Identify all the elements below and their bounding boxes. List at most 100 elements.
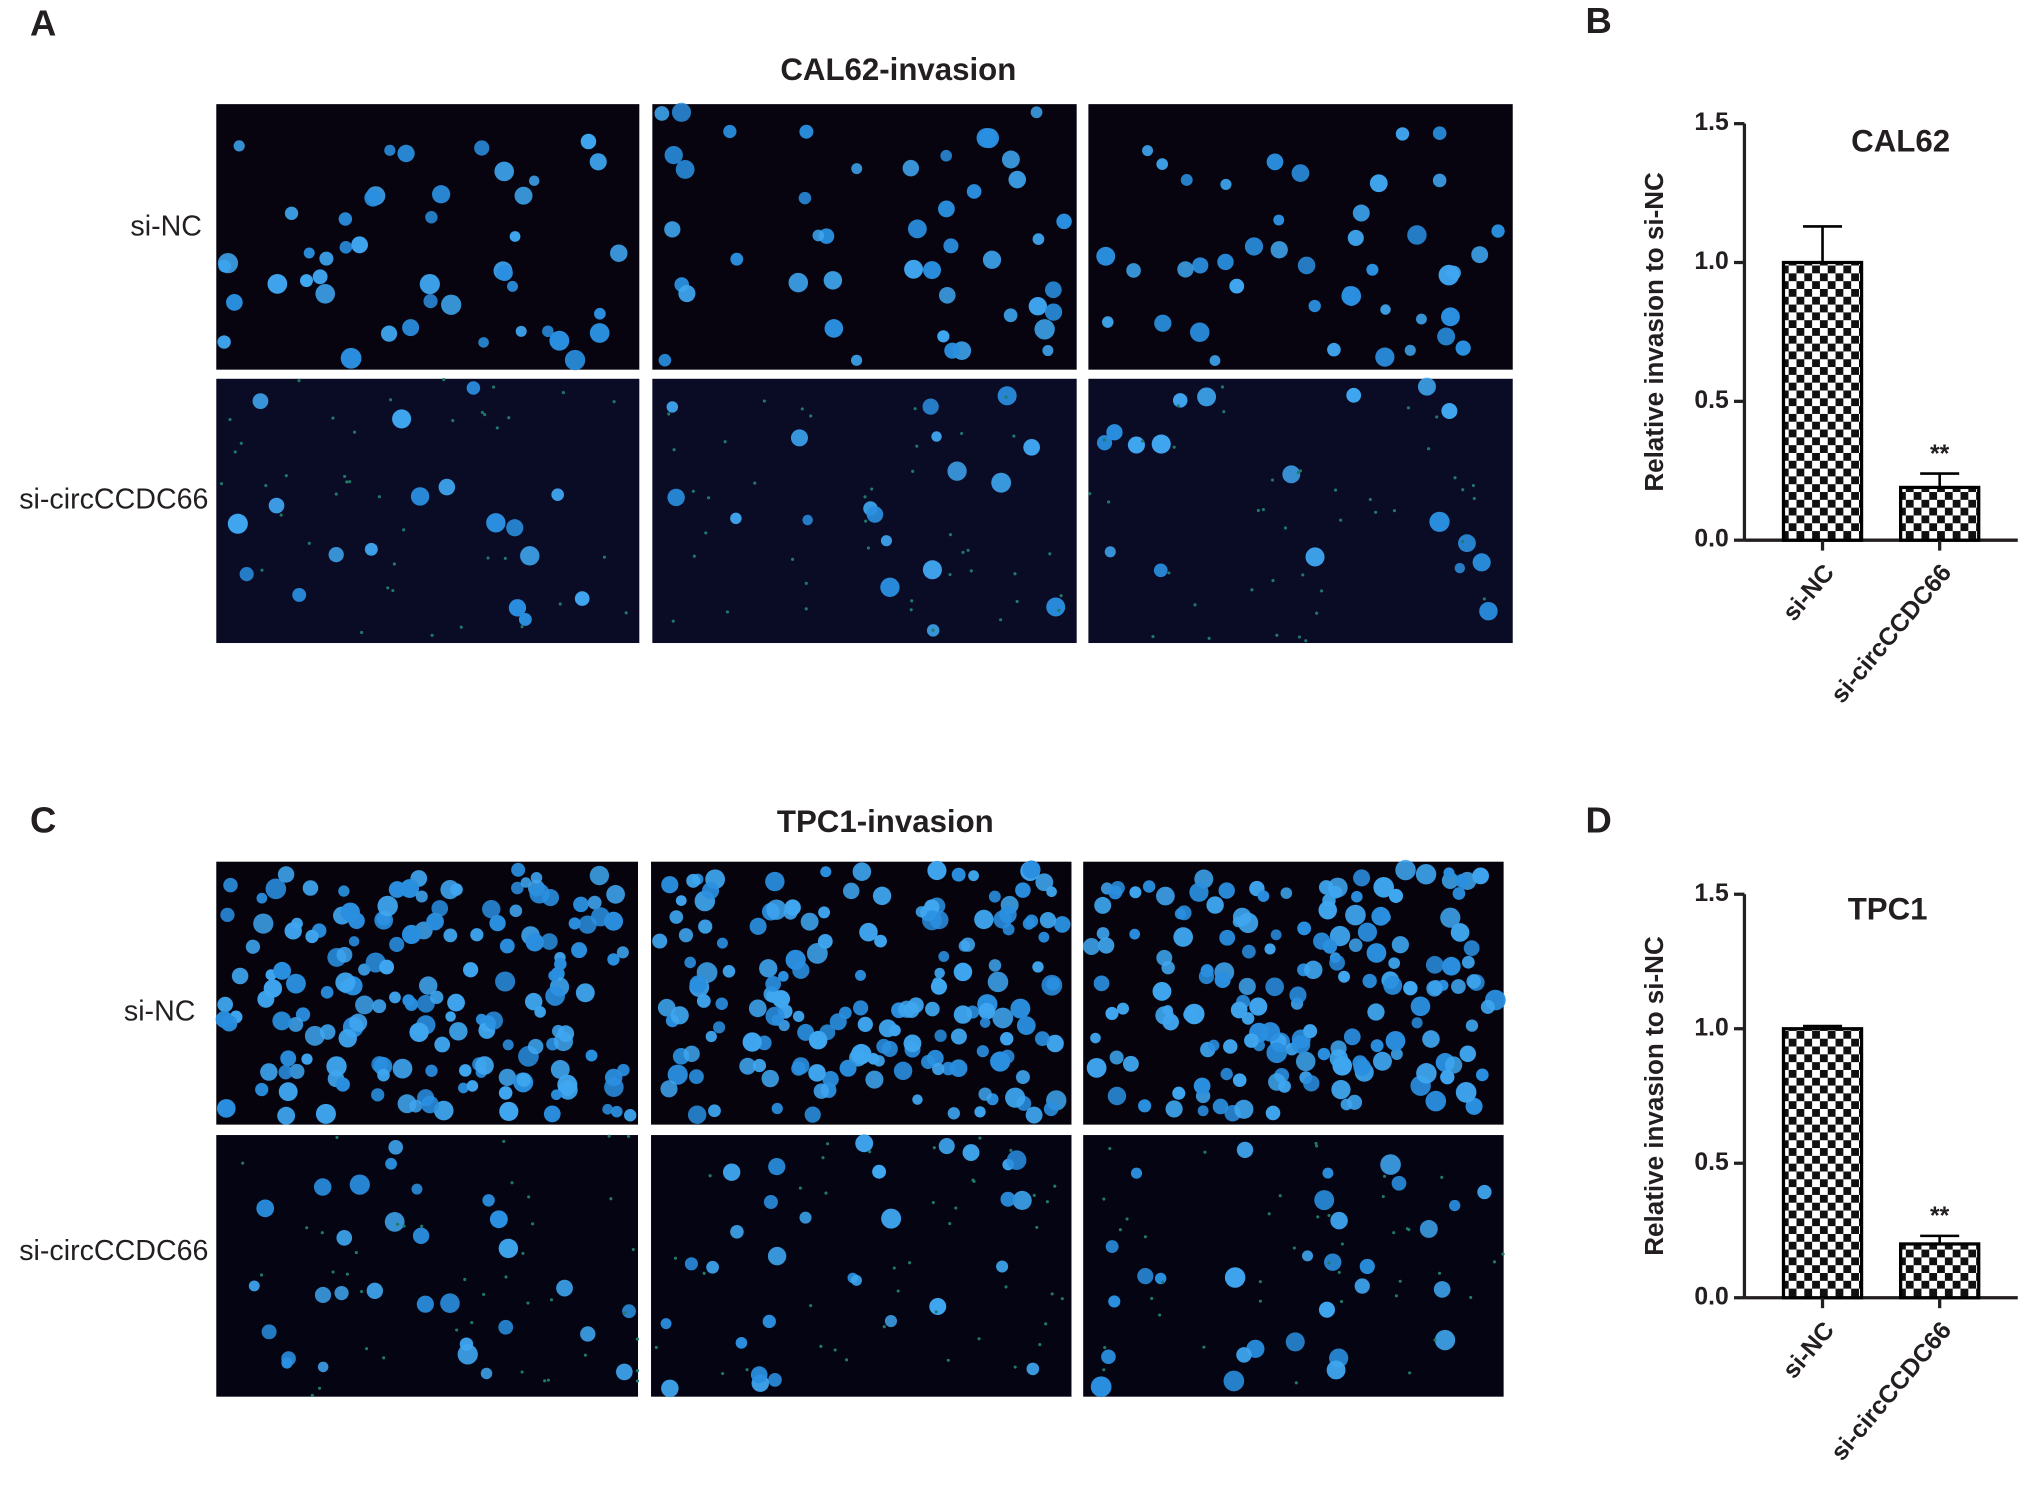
speck	[1167, 571, 1171, 575]
nucleus	[1038, 931, 1050, 943]
nucleus	[661, 876, 679, 894]
nucleus	[520, 546, 540, 566]
nucleus	[1108, 1295, 1121, 1308]
nucleus	[1109, 1050, 1124, 1065]
nucleus	[1305, 547, 1325, 567]
speck	[1435, 415, 1439, 419]
nucleus	[881, 1208, 902, 1229]
nucleus	[509, 231, 521, 242]
speck	[1107, 500, 1111, 504]
nucleus	[1451, 979, 1466, 994]
nucleus	[502, 1039, 514, 1051]
speck	[1339, 518, 1343, 522]
nucleus	[248, 1280, 260, 1292]
nucleus	[484, 1011, 503, 1030]
nucleus	[459, 1337, 474, 1351]
y-tick-label: 1.5	[1694, 109, 1729, 136]
nucleus	[884, 1314, 898, 1328]
nucleus	[1475, 1068, 1489, 1082]
speck	[607, 1134, 611, 1138]
nucleus	[1348, 938, 1363, 952]
nucleus	[478, 337, 489, 348]
nucleus	[1450, 923, 1470, 942]
nucleus	[1266, 1042, 1288, 1064]
nucleus	[772, 990, 791, 1008]
nucleus	[389, 991, 401, 1004]
nucleus	[1425, 1090, 1447, 1112]
nucleus	[1429, 511, 1450, 532]
nucleus	[1331, 1079, 1351, 1100]
speck	[1009, 1148, 1013, 1152]
nucleus	[820, 866, 832, 878]
nucleus	[791, 1061, 806, 1076]
speck	[297, 379, 301, 383]
speck	[1151, 635, 1155, 639]
nucleus	[902, 159, 920, 177]
speck	[1482, 597, 1486, 601]
nucleus	[839, 1006, 852, 1020]
nucleus	[1268, 1073, 1286, 1091]
speck	[1383, 1174, 1387, 1178]
nucleus	[922, 910, 942, 931]
nucleus	[1322, 1167, 1334, 1179]
nucleus	[1257, 890, 1270, 902]
nucleus	[498, 1068, 517, 1087]
nucleus	[305, 929, 319, 944]
speck	[1315, 1144, 1319, 1148]
nucleus	[1154, 1272, 1167, 1285]
nucleus	[489, 1210, 508, 1229]
nucleus	[574, 591, 590, 606]
nucleus	[1122, 1055, 1139, 1072]
chart-title: CAL62	[1851, 123, 1950, 158]
nucleus	[482, 1194, 495, 1207]
nucleus	[507, 280, 518, 292]
nucleus	[415, 890, 428, 903]
nucleus	[1223, 1370, 1245, 1392]
nucleus	[675, 895, 687, 906]
nucleus	[400, 879, 419, 898]
nucleus	[1101, 316, 1114, 328]
nucleus	[1302, 1250, 1314, 1262]
nucleus	[1219, 929, 1236, 946]
nucleus	[416, 1295, 434, 1313]
speck	[359, 1289, 364, 1294]
nucleus	[379, 959, 395, 975]
nucleus	[606, 885, 625, 904]
nucleus	[1039, 911, 1057, 929]
nucleus	[1422, 1030, 1440, 1048]
nucleus	[288, 1017, 304, 1032]
nucleus	[931, 431, 942, 442]
nucleus	[1265, 977, 1284, 997]
nucleus	[1153, 563, 1168, 578]
speck	[911, 469, 915, 473]
speck	[521, 1251, 525, 1255]
speck	[455, 1328, 459, 1332]
nucleus	[1106, 424, 1123, 441]
speck	[507, 416, 511, 420]
nucleus	[516, 1072, 531, 1087]
nucleus	[525, 933, 544, 952]
nucleus	[1127, 436, 1145, 454]
nucleus	[499, 938, 515, 954]
nucleus	[922, 560, 942, 580]
speck	[1059, 594, 1063, 598]
nucleus	[340, 902, 360, 922]
nucleus	[1214, 971, 1231, 989]
nucleus	[499, 1101, 519, 1122]
nucleus	[683, 1045, 700, 1062]
nucleus	[253, 913, 274, 934]
nucleus	[388, 881, 406, 898]
speck	[819, 1344, 823, 1348]
nucleus	[1466, 974, 1481, 989]
speck	[612, 400, 616, 404]
speck	[753, 481, 757, 485]
nucleus	[284, 206, 299, 220]
nucleus	[813, 1083, 830, 1099]
nucleus	[671, 102, 692, 122]
speck	[978, 1136, 982, 1140]
speck	[635, 1379, 639, 1383]
nucleus	[256, 1199, 275, 1218]
speck	[1102, 1368, 1106, 1372]
nucleus	[528, 175, 540, 187]
nucleus	[610, 1105, 623, 1118]
